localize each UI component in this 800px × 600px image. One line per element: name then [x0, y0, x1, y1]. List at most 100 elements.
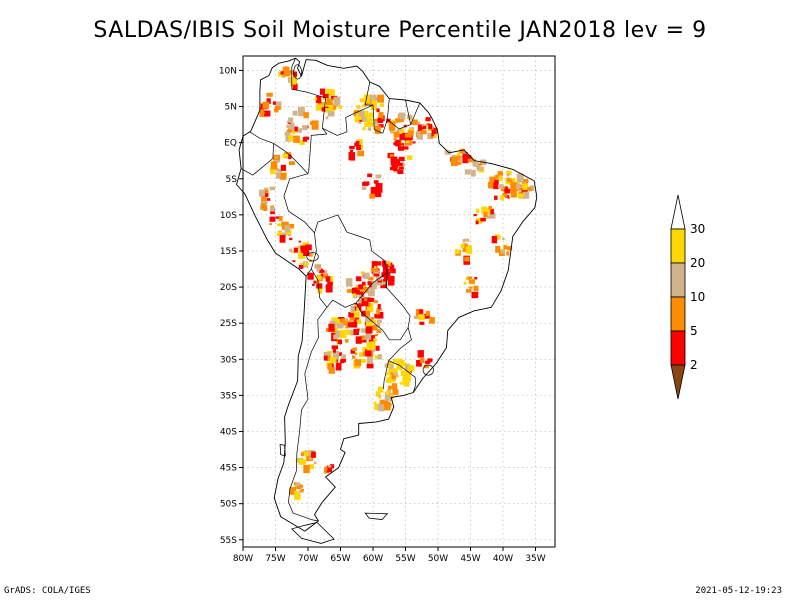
percentile-cell	[275, 216, 279, 219]
percentile-cell	[417, 124, 423, 132]
percentile-cell	[502, 237, 505, 240]
percentile-cell	[517, 193, 524, 198]
percentile-cell	[308, 464, 314, 469]
percentile-cell	[329, 89, 334, 92]
percentile-cell	[328, 367, 335, 374]
percentile-cell	[334, 327, 338, 332]
percentile-cell	[355, 276, 362, 282]
percentile-cell	[388, 364, 394, 369]
percentile-cell	[344, 339, 349, 343]
percentile-cell	[476, 218, 483, 224]
percentile-cell	[294, 126, 298, 132]
percentile-cell	[346, 289, 353, 293]
percentile-cell	[274, 168, 280, 172]
percentile-cell	[522, 191, 530, 199]
percentile-cell	[488, 206, 492, 210]
percentile-cell	[345, 326, 349, 329]
percentile-cell	[373, 180, 379, 184]
percentile-cell	[505, 186, 509, 190]
percentile-cell	[406, 155, 413, 160]
lake-outline	[306, 252, 319, 262]
tick-label-lon: 70W	[298, 554, 318, 564]
percentile-cell	[289, 161, 295, 165]
percentile-cell	[366, 363, 374, 369]
percentile-cell	[261, 203, 266, 209]
lake-outline	[422, 364, 434, 376]
percentile-cell	[302, 459, 306, 464]
percentile-cell	[305, 244, 312, 251]
percentile-cell	[388, 374, 392, 378]
percentile-cell	[514, 189, 519, 192]
percentile-cell	[269, 223, 273, 225]
percentile-cell	[328, 465, 332, 468]
percentile-cell	[479, 220, 483, 224]
country-border	[288, 307, 328, 522]
percentile-cell	[267, 198, 271, 201]
country-border	[372, 98, 390, 134]
percentile-cell	[488, 209, 494, 215]
tick-label-lat: 40S	[220, 427, 237, 437]
percentile-cell	[403, 146, 409, 150]
tick-label-lat: 50S	[220, 500, 237, 510]
percentile-cell	[494, 195, 498, 200]
percentile-cell	[358, 110, 365, 117]
percentile-cell	[367, 127, 372, 131]
percentile-cell	[311, 120, 319, 130]
percentile-cell	[279, 235, 286, 243]
percentile-cell	[405, 140, 410, 143]
tick-label-lat: 10S	[220, 211, 237, 221]
percentile-cell	[516, 173, 524, 183]
percentile-cell	[261, 195, 267, 203]
percentile-cell	[339, 352, 342, 356]
percentile-cell	[390, 269, 395, 273]
percentile-cell	[314, 97, 317, 101]
percentile-cell	[473, 285, 479, 292]
percentile-cell	[265, 189, 269, 194]
percentile-cell	[405, 133, 412, 138]
percentile-cell	[288, 135, 295, 141]
colorbar-segment	[670, 330, 686, 366]
percentile-cell	[280, 172, 287, 180]
percentile-cell	[334, 104, 338, 107]
percentile-cell	[456, 152, 460, 156]
percentile-cell	[327, 90, 334, 96]
tick-label-lon: 65W	[330, 554, 350, 564]
percentile-cell	[379, 103, 384, 107]
percentile-cell	[384, 392, 392, 402]
percentile-cell	[300, 488, 304, 492]
percentile-cell	[368, 112, 375, 118]
percentile-cell	[465, 154, 472, 162]
percentile-cell	[364, 102, 369, 106]
percentile-cell	[266, 98, 271, 104]
percentile-cell	[358, 284, 364, 290]
tick-label-lat: 25S	[220, 319, 237, 329]
percentile-cell	[498, 184, 504, 189]
percentile-cell	[374, 125, 381, 134]
percentile-cell	[416, 360, 422, 367]
percentile-cell	[319, 269, 325, 273]
percentile-cell	[522, 179, 529, 183]
percentile-cell	[370, 123, 375, 127]
percentile-cell	[367, 356, 373, 364]
percentile-cell	[391, 163, 399, 168]
percentile-cell	[487, 181, 493, 189]
percentile-cell	[292, 110, 298, 116]
percentile-cell	[369, 193, 375, 199]
tick-label-lon: 80W	[233, 554, 253, 564]
percentile-cell	[362, 110, 369, 118]
percentile-cell	[357, 150, 365, 157]
percentile-cell	[476, 208, 480, 213]
percentile-cell	[276, 223, 282, 227]
percentile-cell	[302, 451, 309, 457]
percentile-cell	[326, 465, 333, 473]
percentile-cell	[423, 364, 429, 369]
percentile-cell	[413, 315, 419, 320]
percentile-cell	[375, 174, 382, 179]
percentile-cell	[450, 156, 458, 166]
percentile-cell	[388, 276, 393, 279]
percentile-cell	[359, 293, 365, 300]
percentile-cell	[371, 281, 377, 290]
percentile-cell	[355, 304, 358, 307]
percentile-cell	[474, 277, 478, 280]
percentile-cell	[509, 179, 513, 184]
